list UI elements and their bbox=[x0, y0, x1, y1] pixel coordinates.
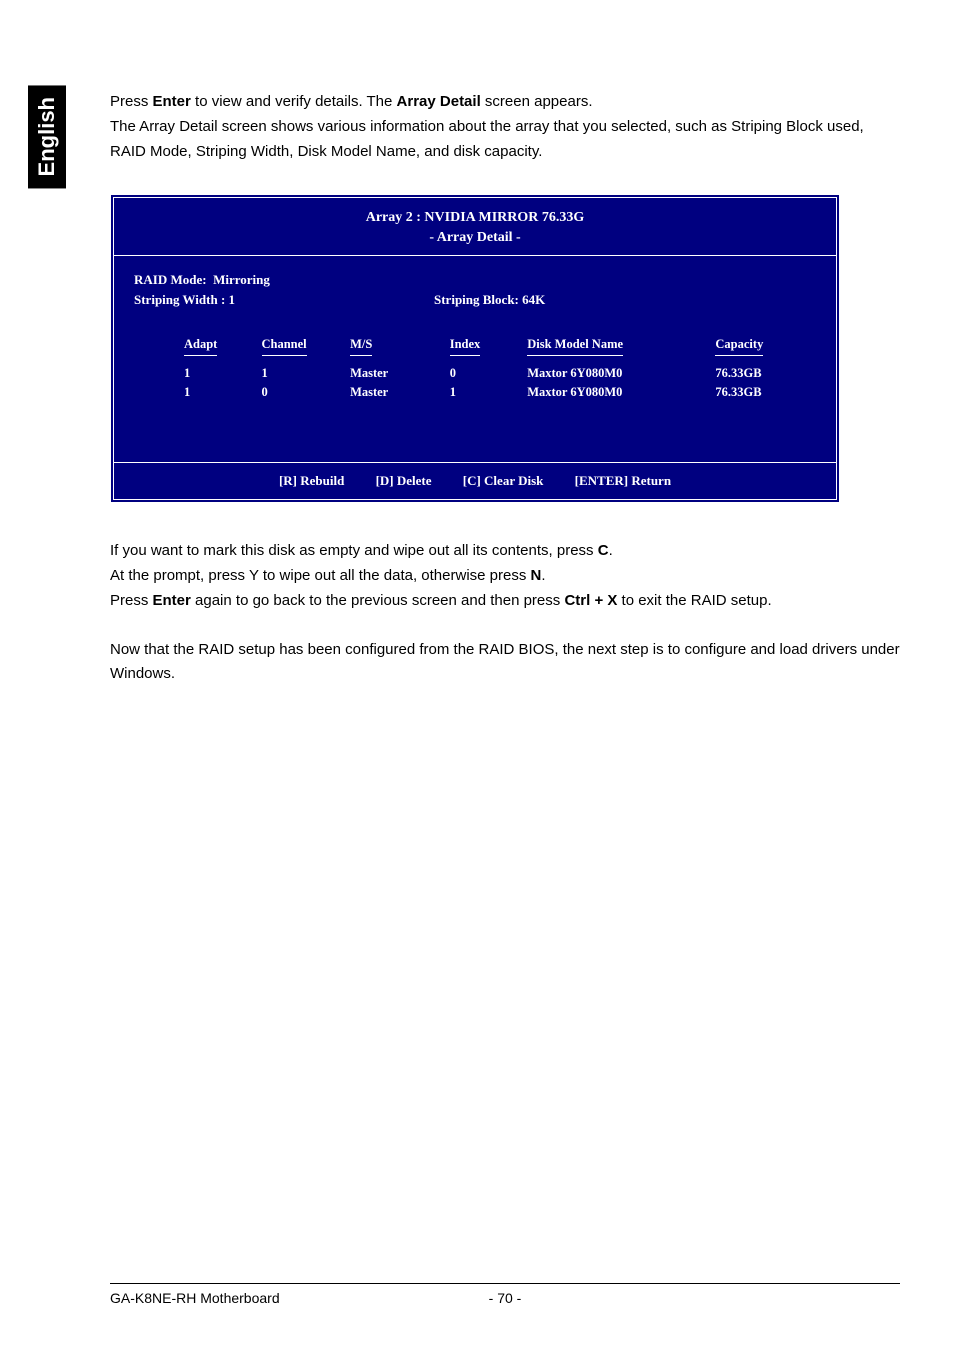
page-footer: - 70 - GA-K8NE-RH Motherboard bbox=[110, 1283, 900, 1306]
text: . bbox=[609, 542, 613, 559]
after-para-3: Press Enter again to go back to the prev… bbox=[110, 589, 900, 614]
raid-mode-value: Mirroring bbox=[213, 272, 270, 287]
col-model: Disk Model Name bbox=[527, 335, 715, 364]
bold-n: N bbox=[531, 567, 542, 584]
table-row: 1 0 Master 1 Maxtor 6Y080M0 76.33GB bbox=[184, 383, 804, 402]
cell-model: Maxtor 6Y080M0 bbox=[527, 383, 715, 402]
bold-ctrl-x: Ctrl + X bbox=[564, 592, 617, 609]
text: again to go back to the previous screen … bbox=[191, 592, 565, 609]
bios-header: Array 2 : NVIDIA MIRROR 76.33G - Array D… bbox=[114, 198, 836, 256]
cell-capacity: 76.33GB bbox=[715, 364, 804, 383]
cell-ms: Master bbox=[350, 364, 450, 383]
text: to exit the RAID setup. bbox=[617, 592, 771, 609]
raid-mode-label: RAID Mode: bbox=[134, 272, 207, 287]
striping-width-value: 1 bbox=[229, 292, 236, 307]
bios-meta: RAID Mode: Mirroring Striping Width : 1 … bbox=[134, 270, 816, 309]
striping-block-label: Striping Block: bbox=[434, 292, 519, 307]
striping-width-row: Striping Width : 1 bbox=[134, 290, 434, 310]
text: Press bbox=[110, 592, 153, 609]
bold-array-detail: Array Detail bbox=[397, 93, 481, 110]
intro-para-1: Press Enter to view and verify details. … bbox=[110, 90, 900, 115]
after-para-2: At the prompt, press Y to wipe out all t… bbox=[110, 564, 900, 589]
cell-ms: Master bbox=[350, 383, 450, 402]
col-channel: Channel bbox=[262, 335, 351, 364]
striping-block-row: Striping Block: 64K bbox=[434, 290, 545, 310]
bios-table: Adapt Channel M/S Index Disk Model Name … bbox=[184, 335, 804, 402]
footer-clear-disk: [C] Clear Disk bbox=[463, 473, 544, 488]
bios-table-header: Adapt Channel M/S Index Disk Model Name … bbox=[184, 335, 804, 364]
bold-c: C bbox=[598, 542, 609, 559]
cell-channel: 1 bbox=[262, 364, 351, 383]
cell-index: 1 bbox=[450, 383, 528, 402]
footer-rebuild: [R] Rebuild bbox=[279, 473, 344, 488]
bios-meta-left: RAID Mode: Mirroring Striping Width : 1 bbox=[134, 270, 434, 309]
footer-delete: [D] Delete bbox=[376, 473, 432, 488]
bios-screen: Array 2 : NVIDIA MIRROR 76.33G - Array D… bbox=[110, 194, 840, 503]
footer-return: [ENTER] Return bbox=[575, 473, 671, 488]
text: . bbox=[541, 567, 545, 584]
col-adapt: Adapt bbox=[184, 335, 262, 364]
striping-block-value: 64K bbox=[522, 292, 545, 307]
col-ms: M/S bbox=[350, 335, 450, 364]
text: If you want to mark this disk as empty a… bbox=[110, 542, 598, 559]
bios-meta-right: Striping Block: 64K bbox=[434, 270, 545, 309]
after-para-4: Now that the RAID setup has been configu… bbox=[110, 638, 900, 688]
bios-body: RAID Mode: Mirroring Striping Width : 1 … bbox=[114, 256, 836, 462]
page-content: Press Enter to view and verify details. … bbox=[110, 90, 900, 687]
cell-index: 0 bbox=[450, 364, 528, 383]
col-capacity: Capacity bbox=[715, 335, 804, 364]
bold-enter: Enter bbox=[153, 93, 191, 110]
bold-enter-2: Enter bbox=[153, 592, 191, 609]
cell-adapt: 1 bbox=[184, 364, 262, 383]
text: screen appears. bbox=[481, 93, 593, 110]
cell-capacity: 76.33GB bbox=[715, 383, 804, 402]
cell-channel: 0 bbox=[262, 383, 351, 402]
col-index: Index bbox=[450, 335, 528, 364]
bios-title-line2: - Array Detail - bbox=[114, 228, 836, 248]
after-para-1: If you want to mark this disk as empty a… bbox=[110, 539, 900, 564]
bios-title-line1: Array 2 : NVIDIA MIRROR 76.33G bbox=[114, 208, 836, 228]
cell-model: Maxtor 6Y080M0 bbox=[527, 364, 715, 383]
raid-mode-row: RAID Mode: Mirroring bbox=[134, 270, 434, 290]
intro-para-2: The Array Detail screen shows various in… bbox=[110, 115, 900, 165]
table-row: 1 1 Master 0 Maxtor 6Y080M0 76.33GB bbox=[184, 364, 804, 383]
page-number: - 70 - bbox=[110, 1290, 900, 1306]
striping-width-label: Striping Width : bbox=[134, 292, 225, 307]
after-box: If you want to mark this disk as empty a… bbox=[110, 539, 900, 687]
text: to view and verify details. The bbox=[191, 93, 397, 110]
text: Press bbox=[110, 93, 153, 110]
bios-footer: [R] Rebuild [D] Delete [C] Clear Disk [E… bbox=[114, 462, 836, 499]
text: At the prompt, press Y to wipe out all t… bbox=[110, 567, 531, 584]
language-tab: English bbox=[28, 85, 66, 188]
cell-adapt: 1 bbox=[184, 383, 262, 402]
